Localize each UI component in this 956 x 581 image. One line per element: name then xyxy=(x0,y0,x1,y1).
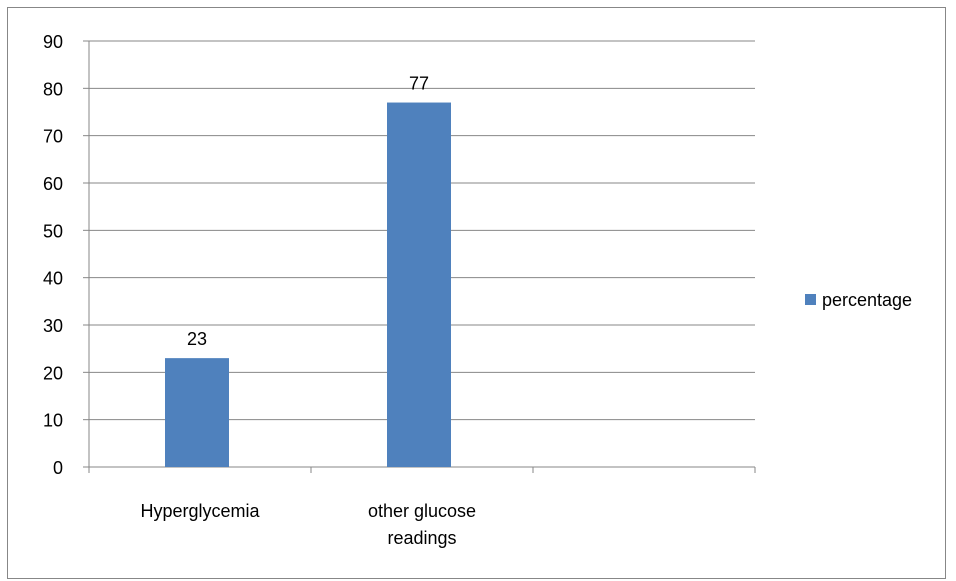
y-tick-label: 30 xyxy=(43,316,63,336)
y-tick-label: 40 xyxy=(43,269,63,289)
y-tick-label: 20 xyxy=(43,363,63,383)
y-tick-label: 50 xyxy=(43,221,63,241)
data-labels: 23 77 xyxy=(187,74,429,350)
x-tick-labels: Hyperglycemia other glucose readings xyxy=(140,501,476,548)
legend-swatch xyxy=(805,294,816,305)
bar xyxy=(387,102,451,468)
y-tick-label: 90 xyxy=(43,32,63,52)
category-label: Hyperglycemia xyxy=(140,501,260,521)
category-label: readings xyxy=(387,528,456,548)
y-tick-label: 10 xyxy=(43,411,63,431)
y-tick-labels: 0 10 20 30 40 50 60 70 80 90 xyxy=(43,32,63,478)
legend: percentage xyxy=(805,290,912,310)
chart-frame xyxy=(7,7,946,579)
category-label: other glucose xyxy=(368,501,476,521)
y-tick-label: 70 xyxy=(43,127,63,147)
bars xyxy=(165,102,451,468)
legend-label: percentage xyxy=(822,290,912,310)
data-label: 23 xyxy=(187,329,207,349)
y-tick-label: 80 xyxy=(43,79,63,99)
y-tick-label: 60 xyxy=(43,174,63,194)
data-label: 77 xyxy=(409,74,429,94)
bar xyxy=(165,358,229,467)
y-tick-label: 0 xyxy=(53,458,63,478)
